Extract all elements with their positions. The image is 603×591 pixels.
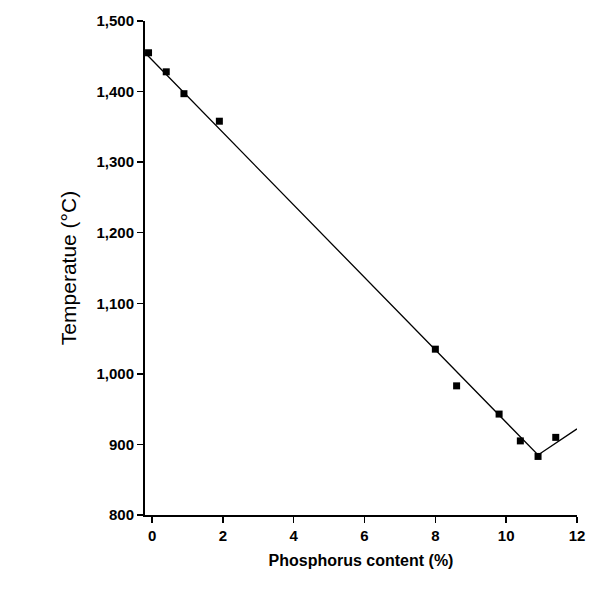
svg-text:12: 12 [569,527,586,544]
svg-text:800: 800 [109,506,134,523]
svg-text:Phosphorus content (%): Phosphorus content (%) [269,552,454,569]
svg-text:4: 4 [290,527,299,544]
svg-text:0: 0 [148,527,156,544]
svg-text:10: 10 [498,527,515,544]
svg-text:900: 900 [109,436,134,453]
svg-text:1,500: 1,500 [96,12,134,29]
svg-text:1,300: 1,300 [96,153,134,170]
svg-text:1,000: 1,000 [96,365,134,382]
svg-text:1,200: 1,200 [96,224,134,241]
svg-text:1,100: 1,100 [96,295,134,312]
svg-text:6: 6 [360,527,368,544]
svg-text:2: 2 [219,527,227,544]
svg-text:Temperatue (°C): Temperatue (°C) [57,191,80,345]
svg-text:8: 8 [431,527,439,544]
svg-text:1,400: 1,400 [96,83,134,100]
